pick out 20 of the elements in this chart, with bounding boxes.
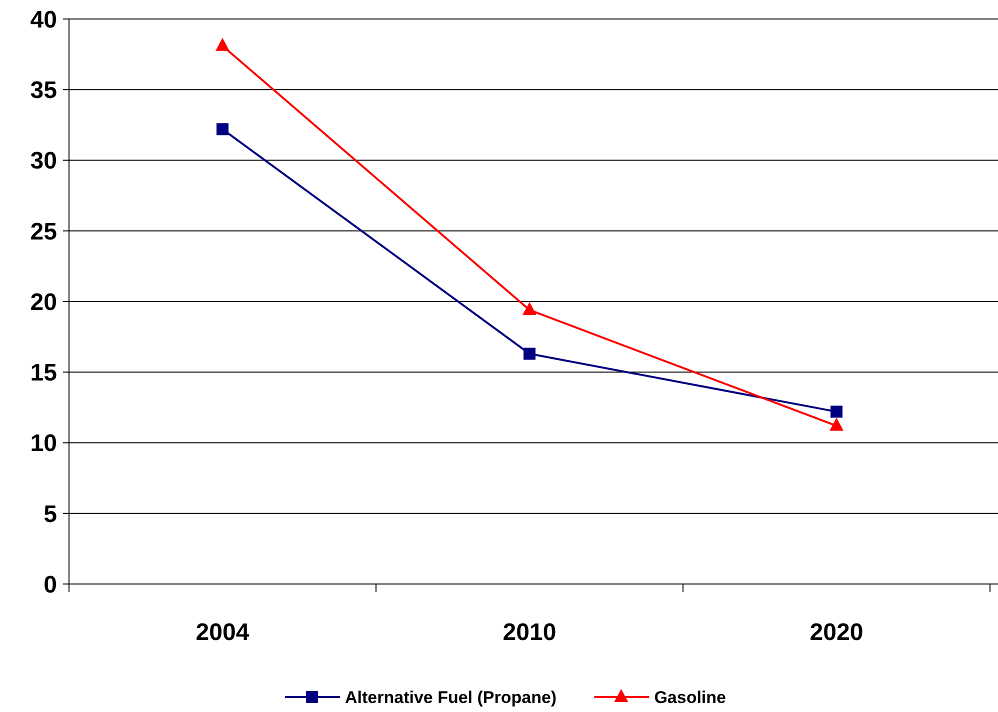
y-tick-label: 30: [30, 148, 57, 175]
y-tick-label: 35: [30, 77, 57, 104]
point: [216, 123, 228, 136]
legend-label: Alternative Fuel (Propane): [345, 688, 557, 707]
point: [522, 302, 536, 315]
y-tick-label: 10: [30, 430, 57, 458]
x-tick-label: 2020: [810, 619, 864, 646]
x-tick-label: 2010: [502, 619, 556, 646]
y-tick-label: 5: [44, 500, 57, 528]
point: [524, 348, 536, 360]
y-tick-label: 0: [44, 571, 57, 598]
y-tick-label: 25: [30, 218, 57, 246]
y-tick-label: 40: [30, 6, 57, 34]
x-tick-label: 2004: [196, 619, 250, 646]
point: [830, 406, 842, 418]
y-tick-label: 20: [30, 288, 57, 316]
y-tick-label: 15: [30, 360, 57, 387]
point: [216, 38, 230, 51]
legend-label: Gasoline: [654, 688, 726, 707]
point: [830, 418, 844, 431]
